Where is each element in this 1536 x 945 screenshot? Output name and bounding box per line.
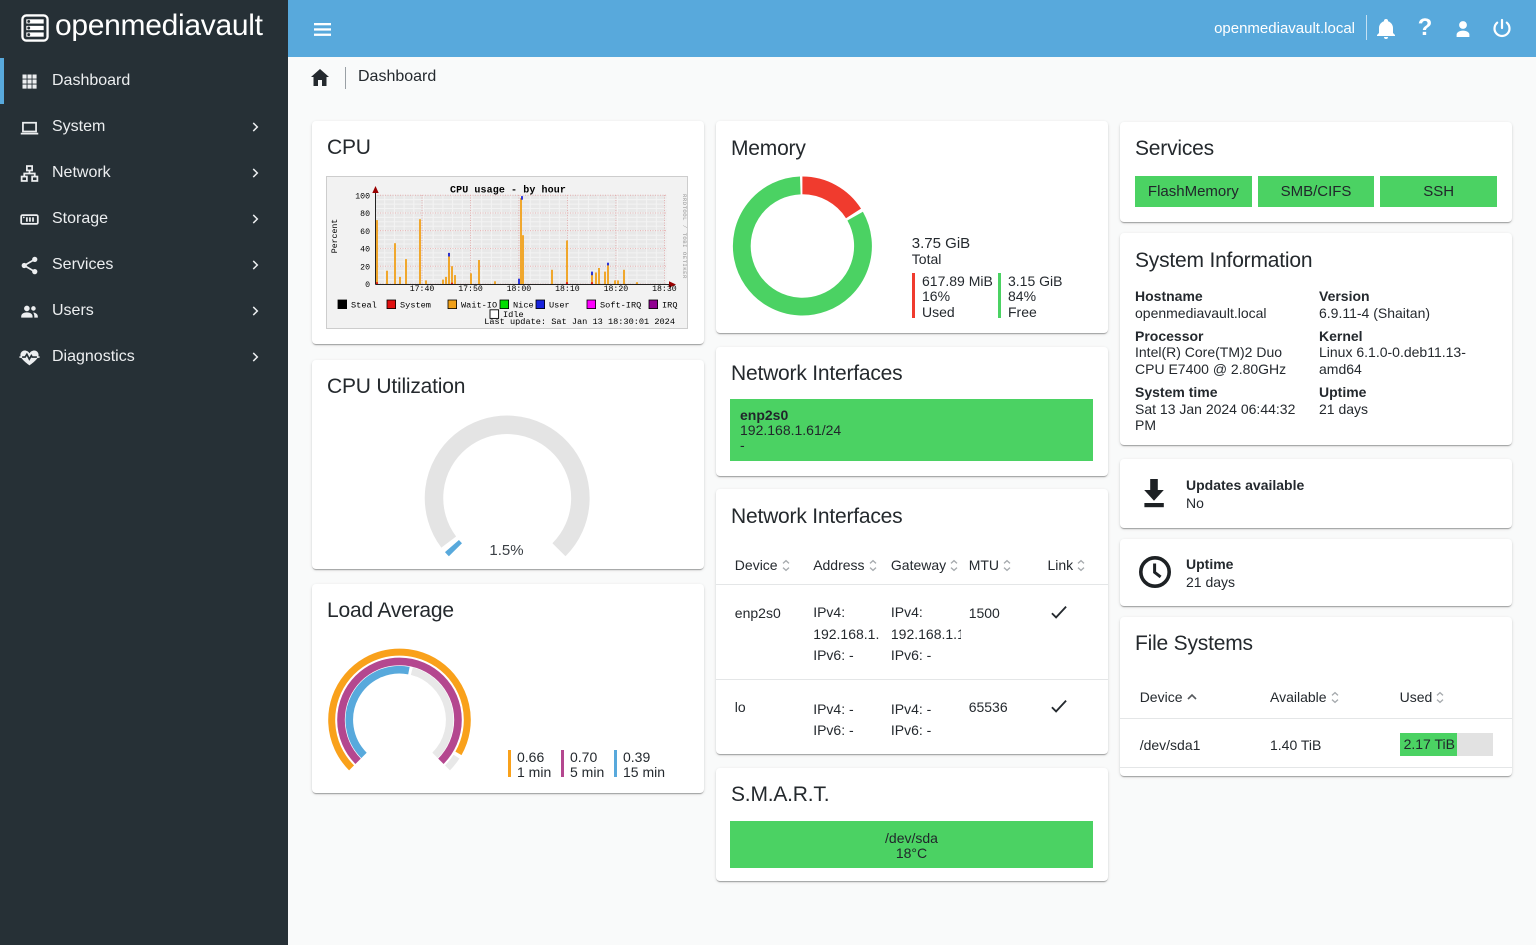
svg-text:IRQ: IRQ [662,300,677,310]
svg-text:18:10: 18:10 [555,284,580,293]
svg-text:18:00: 18:00 [507,284,532,293]
svg-text:Percent: Percent [331,218,340,252]
svg-text:17:40: 17:40 [410,284,435,293]
svg-text:Nice: Nice [513,300,534,310]
svg-text:User: User [549,300,570,310]
svg-text:17:50: 17:50 [458,284,483,293]
svg-text:18:30: 18:30 [652,284,677,293]
svg-text:Last update: Sat Jan 13 18:30:: Last update: Sat Jan 13 18:30:01 2024 [484,317,675,327]
svg-text:100: 100 [355,192,370,201]
svg-text:80: 80 [360,210,370,219]
svg-text:System: System [400,300,431,310]
svg-text:Steal: Steal [351,300,377,310]
svg-text:CPU usage - by hour: CPU usage - by hour [450,184,566,196]
svg-text:Soft-IRQ: Soft-IRQ [600,300,641,310]
svg-text:20: 20 [360,263,370,272]
svg-text:1.5%: 1.5% [489,542,523,559]
svg-text:40: 40 [360,245,370,254]
svg-text:Wait-IO: Wait-IO [461,300,497,310]
svg-text:60: 60 [360,227,370,236]
svg-text:Idle: Idle [503,310,524,320]
svg-text:RRDTOOL / TOBI OETIKER: RRDTOOL / TOBI OETIKER [681,194,688,279]
svg-text:18:20: 18:20 [604,284,629,293]
svg-text:0: 0 [365,281,370,290]
